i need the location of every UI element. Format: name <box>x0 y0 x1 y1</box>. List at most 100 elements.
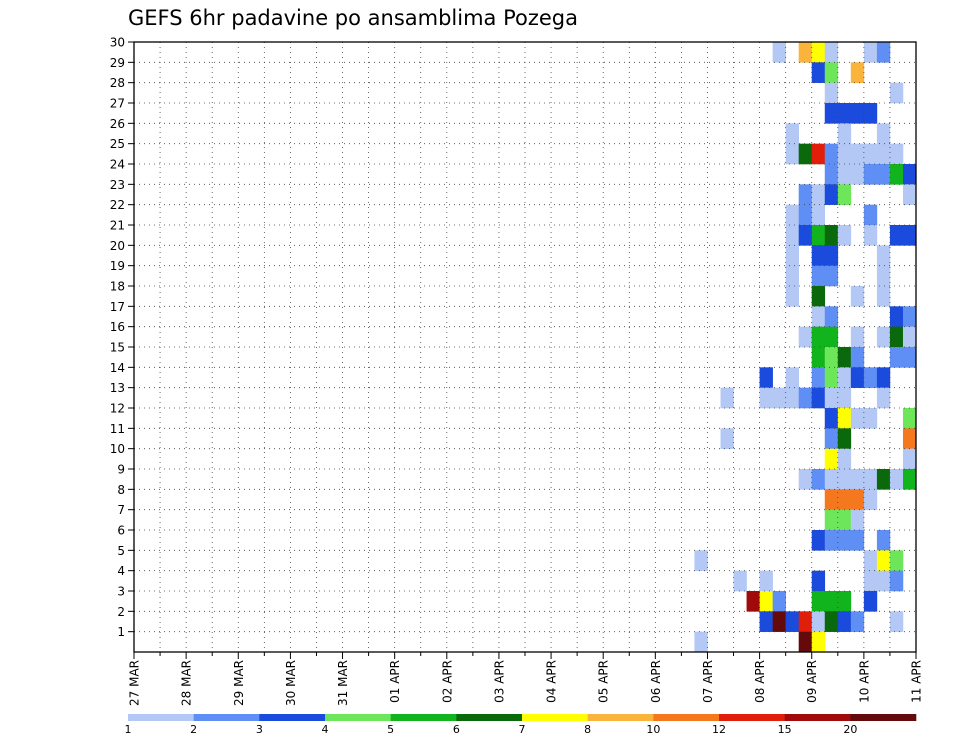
heatmap-cell <box>824 448 839 470</box>
heatmap-cell <box>863 489 878 510</box>
heatmap-cell <box>811 42 826 63</box>
legend-swatch <box>456 714 523 721</box>
y-tick-label: 19 <box>110 259 125 273</box>
heatmap-cell <box>889 225 904 246</box>
heatmap-cell <box>863 225 878 246</box>
heatmap-cell <box>785 245 799 266</box>
y-tick-label: 5 <box>117 544 125 558</box>
y-tick-label: 15 <box>110 341 125 355</box>
y-tick-label: 17 <box>110 300 125 314</box>
heatmap-cell <box>824 530 839 551</box>
heatmap-cell <box>785 611 799 632</box>
heatmap-cell <box>850 469 865 490</box>
heatmap-cell <box>837 123 852 144</box>
y-tick-label: 3 <box>117 585 125 599</box>
heatmap-cell <box>811 306 826 327</box>
legend-label: 4 <box>322 723 329 736</box>
heatmap-cell <box>837 367 852 388</box>
heatmap-cell <box>837 225 852 246</box>
y-tick-label: 13 <box>110 381 125 395</box>
heatmap-cell <box>889 347 904 368</box>
heatmap-cell <box>824 509 839 531</box>
heatmap-cell <box>824 82 839 104</box>
heatmap-cell <box>850 143 865 165</box>
x-tick-label: 28 MAR <box>180 660 194 706</box>
heatmap-cell <box>837 103 852 124</box>
heatmap-cell <box>902 225 917 246</box>
heatmap-cell <box>876 143 891 165</box>
heatmap-cell <box>798 225 813 246</box>
y-tick-label: 16 <box>110 320 125 334</box>
y-tick-label: 9 <box>117 463 125 477</box>
x-tick-label: 05 APR <box>597 660 611 703</box>
legend-swatch <box>522 714 588 721</box>
heatmap-cell <box>889 611 904 632</box>
heatmap-cell <box>824 42 839 63</box>
heatmap-cell <box>694 631 708 653</box>
heatmap-cell <box>837 489 852 510</box>
heatmap-cell <box>850 509 865 531</box>
heatmap-cell <box>811 204 826 226</box>
y-tick-label: 22 <box>110 198 125 212</box>
heatmap-cell <box>772 591 786 612</box>
heatmap-cell <box>850 326 865 348</box>
legend-swatch <box>653 714 720 721</box>
heatmap-cell <box>876 42 891 63</box>
x-tick-label: 09 APR <box>805 660 819 703</box>
heatmap-cell <box>876 530 891 551</box>
heatmap-cell <box>824 489 839 510</box>
legend-swatch <box>390 714 457 721</box>
heatmap-cell <box>798 143 813 165</box>
heatmap-cell <box>837 509 852 531</box>
heatmap-cell <box>837 143 852 165</box>
heatmap-cell <box>824 184 839 205</box>
heatmap-cell <box>902 347 917 368</box>
heatmap-cell <box>811 326 826 348</box>
x-tick-label: 01 APR <box>388 660 402 703</box>
y-tick-label: 29 <box>110 56 125 70</box>
heatmap-cell <box>824 143 839 165</box>
heatmap-cell <box>720 387 734 409</box>
heatmap-cell <box>889 469 904 490</box>
legend-swatch <box>128 714 194 721</box>
legend-label: 12 <box>712 723 726 736</box>
heatmap-cell <box>798 611 813 632</box>
heatmap-cell <box>811 265 826 287</box>
heatmap-cell <box>876 550 891 571</box>
heatmap-cell <box>850 347 865 368</box>
heatmap-cell <box>863 591 878 612</box>
heatmap-cell <box>837 387 852 409</box>
heatmap-cell <box>785 204 799 226</box>
heatmap-cell <box>837 184 852 205</box>
heatmap-cell <box>850 164 865 185</box>
heatmap-cell <box>902 184 917 205</box>
heatmap-cell <box>876 245 891 266</box>
x-tick-label: 31 MAR <box>336 660 350 706</box>
heatmap-cell <box>876 570 891 592</box>
heatmap-cell <box>863 469 878 490</box>
heatmap-cell <box>837 347 852 368</box>
legend-label: 1 <box>125 723 132 736</box>
heatmap-cell <box>889 143 904 165</box>
heatmap-cell <box>902 469 917 490</box>
legend-label: 2 <box>190 723 197 736</box>
heatmap-cell <box>772 387 786 409</box>
heatmap-cell <box>850 530 865 551</box>
y-tick-label: 12 <box>110 402 125 416</box>
heatmap-cell <box>824 326 839 348</box>
heatmap-cell <box>837 530 852 551</box>
heatmap-cell <box>798 204 813 226</box>
color-legend: 1 2 3 4 5 6 7 8 10 12 15 20 <box>125 714 917 736</box>
heatmap-cell <box>811 570 826 592</box>
heatmap-cell <box>824 387 839 409</box>
heatmap-cell <box>824 62 839 83</box>
heatmap-cell <box>863 164 878 185</box>
x-tick-label: 08 APR <box>753 660 767 703</box>
heatmap-cell <box>876 164 891 185</box>
legend-swatch <box>719 714 785 721</box>
heatmap-cell <box>811 631 826 653</box>
y-tick-label: 7 <box>117 503 125 517</box>
heatmap-cell <box>837 469 852 490</box>
heatmap-cell <box>837 428 852 449</box>
legend-label: 7 <box>519 723 526 736</box>
